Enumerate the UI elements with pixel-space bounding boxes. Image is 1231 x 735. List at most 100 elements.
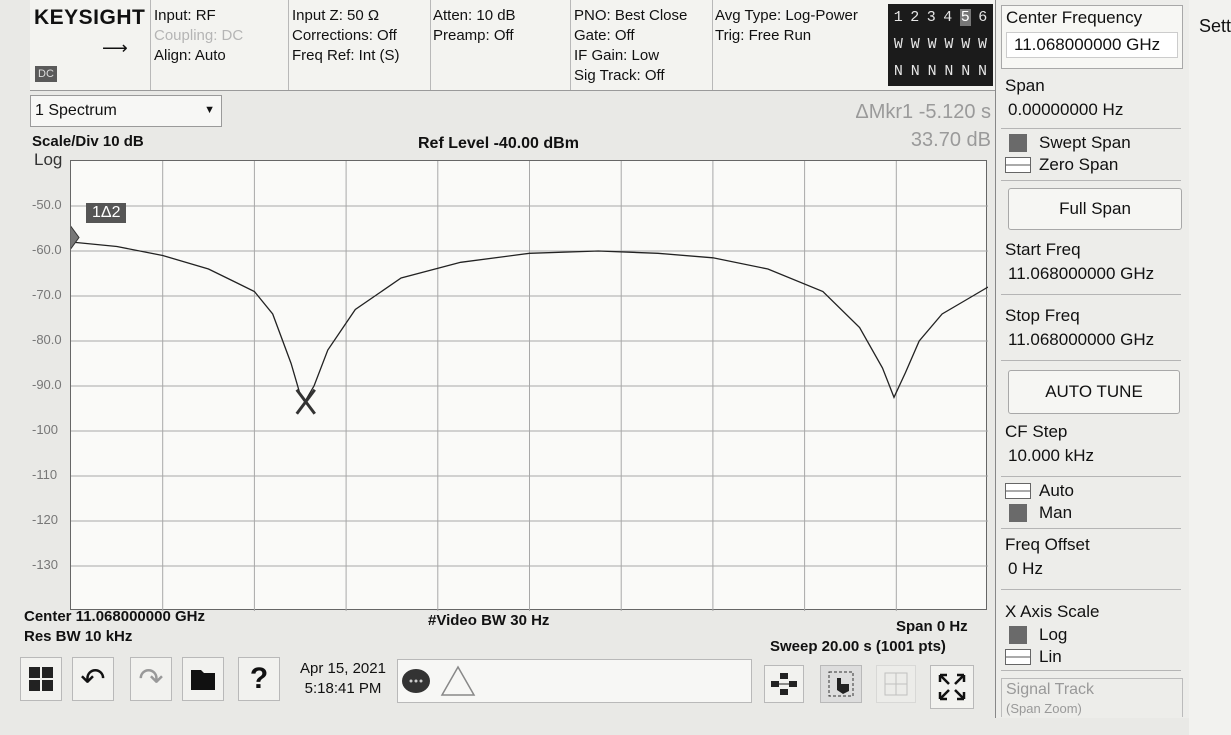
brand-logo: KEYSIGHT <box>34 6 146 29</box>
swept-span-option[interactable]: Swept Span <box>1001 132 1181 154</box>
res-bw-annotation: Res BW 10 kHz <box>24 628 133 645</box>
y-tick-label: -110 <box>32 467 58 482</box>
center-frequency-key[interactable]: Center Frequency 11.068000000 GHz <box>1001 5 1183 69</box>
center-frequency-value[interactable]: 11.068000000 GHz <box>1006 32 1178 58</box>
settings-menu-tab[interactable]: Sett <box>1189 0 1231 735</box>
cf-step-auto-man-toggle[interactable]: Auto Man <box>1001 480 1181 529</box>
marker-delta-value: ΔMkr1 -5.120 s <box>855 101 991 123</box>
gate-label: Gate: Off <box>574 27 635 44</box>
scale-div: Scale/Div 10 dB <box>32 133 144 150</box>
split-view-icon <box>884 672 908 696</box>
taskbar: ↶ ↷ ? Apr 15, 2021 5:18:41 PM <box>20 655 990 709</box>
y-tick-label: -70.0 <box>32 287 62 302</box>
x-axis-scale-key[interactable]: X Axis Scale Log Lin <box>1001 600 1181 671</box>
zero-span-option[interactable]: Zero Span <box>1001 154 1181 176</box>
y-tick-label: -100 <box>32 422 59 437</box>
stop-freq-value[interactable]: 11.068000000 GHz <box>1008 330 1155 349</box>
y-tick-label: -60.0 <box>32 242 62 257</box>
trace-number-3: 3 <box>926 9 936 26</box>
zero-span-label: Zero Span <box>1039 155 1119 174</box>
delta-marker-x <box>295 388 316 415</box>
windows-icon <box>29 667 53 691</box>
trace-type-3: W <box>927 36 937 53</box>
touch-hand-icon <box>828 671 854 697</box>
touch-button[interactable] <box>820 665 862 703</box>
file-button[interactable] <box>182 657 224 701</box>
trace-detector-2: N <box>910 63 920 80</box>
cf-auto-indicator <box>1005 483 1031 499</box>
full-span-button[interactable]: Full Span <box>1008 188 1182 230</box>
trace-plot[interactable] <box>70 160 988 611</box>
start-freq-value[interactable]: 11.068000000 GHz <box>1008 264 1155 283</box>
redo-button[interactable]: ↷ <box>130 657 172 701</box>
y-tick-label: -80.0 <box>32 332 62 347</box>
message-area[interactable] <box>397 659 752 703</box>
y-tick-label: -120 <box>32 512 59 527</box>
x-log-indicator <box>1009 626 1027 644</box>
center-frequency-label: Center Frequency <box>1006 8 1143 27</box>
trace-number-1: 1 <box>893 9 903 26</box>
x-log-option[interactable]: Log <box>1001 624 1181 646</box>
trace-detector-6: N <box>978 63 988 80</box>
stop-freq-key[interactable]: Stop Freq 11.068000000 GHz <box>1001 304 1181 361</box>
freq-offset-key[interactable]: Freq Offset 0 Hz <box>1001 533 1181 590</box>
span-label: Span <box>1005 76 1045 95</box>
layout-button[interactable] <box>764 665 804 703</box>
marker-readout: ΔMkr1 -5.120 s 33.70 dB <box>855 98 991 154</box>
pno-label: PNO: Best Close <box>574 7 688 24</box>
help-button[interactable]: ? <box>238 657 280 701</box>
ref-level: Ref Level -40.00 dBm <box>418 135 579 152</box>
window-select-label: 1 Spectrum <box>35 102 117 119</box>
settings-menu-label: Sett <box>1199 16 1231 36</box>
cf-step-value[interactable]: 10.000 kHz <box>1008 446 1094 465</box>
signal-track-key[interactable]: Signal Track (Span Zoom) <box>1001 678 1183 717</box>
sweep-settings[interactable]: PNO: Best Close Gate: Off IF Gain: Low S… <box>574 6 687 86</box>
swept-span-label: Swept Span <box>1039 133 1131 152</box>
undo-button[interactable]: ↶ <box>72 657 114 701</box>
fullscreen-button[interactable] <box>930 665 974 709</box>
x-lin-option[interactable]: Lin <box>1001 646 1181 668</box>
layout-grid-icon <box>771 673 797 695</box>
cf-auto-label: Auto <box>1039 481 1074 500</box>
input-z-label: Input Z: 50 Ω <box>292 7 380 24</box>
reference-marker-diamond <box>71 225 80 250</box>
windows-button[interactable] <box>20 657 62 701</box>
stop-freq-label: Stop Freq <box>1005 306 1080 325</box>
freq-ref-label: Freq Ref: Int (S) <box>292 47 400 64</box>
trace-settings[interactable]: Avg Type: Log-Power Trig: Free Run <box>715 6 858 46</box>
span-key[interactable]: Span 0.00000000 Hz <box>1001 74 1181 129</box>
x-log-label: Log <box>1039 625 1068 644</box>
trace-type-2: W <box>910 36 920 53</box>
window-select[interactable]: 1 Spectrum ▼ <box>30 95 222 127</box>
trace-line-1 <box>71 241 988 404</box>
input-z-settings[interactable]: Input Z: 50 Ω Corrections: Off Freq Ref:… <box>292 6 400 66</box>
marker-flag[interactable]: 1Δ2 <box>86 203 127 223</box>
status-bar: KEYSIGHT ⟶ DC Input: RF Coupling: DC Ali… <box>30 0 995 91</box>
trace-svg <box>71 161 988 611</box>
input-settings[interactable]: Input: RF Coupling: DC Align: Auto <box>154 6 243 66</box>
marker-amplitude-value: 33.70 dB <box>910 129 991 151</box>
trace-number-5: 5 <box>959 9 971 26</box>
folder-icon <box>191 670 215 690</box>
y-tick-label: -90.0 <box>32 377 62 392</box>
start-freq-key[interactable]: Start Freq 11.068000000 GHz <box>1001 238 1181 295</box>
swept-zero-span-toggle[interactable]: Swept Span Zero Span <box>1001 132 1181 181</box>
cf-step-key[interactable]: CF Step 10.000 kHz <box>1001 420 1181 477</box>
atten-settings[interactable]: Atten: 10 dB Preamp: Off <box>433 6 516 46</box>
trace-type-4: W <box>944 36 954 53</box>
span-value[interactable]: 0.00000000 Hz <box>1008 100 1124 119</box>
trace-detector-4: N <box>944 63 954 80</box>
input-coupling-icon[interactable]: DC <box>35 66 57 82</box>
auto-tune-button[interactable]: AUTO TUNE <box>1008 370 1180 414</box>
date-label: Apr 15, 2021 <box>300 660 386 677</box>
trace-detector-5: N <box>961 63 971 80</box>
split-view-button[interactable] <box>876 665 916 703</box>
freq-offset-value[interactable]: 0 Hz <box>1008 559 1043 578</box>
clock: Apr 15, 2021 5:18:41 PM <box>288 659 398 699</box>
expand-icon <box>938 673 966 701</box>
cf-man-option[interactable]: Man <box>1001 502 1181 524</box>
trace-detector-1: N <box>893 63 903 80</box>
cf-auto-option[interactable]: Auto <box>1001 480 1181 502</box>
time-label: 5:18:41 PM <box>304 680 382 697</box>
